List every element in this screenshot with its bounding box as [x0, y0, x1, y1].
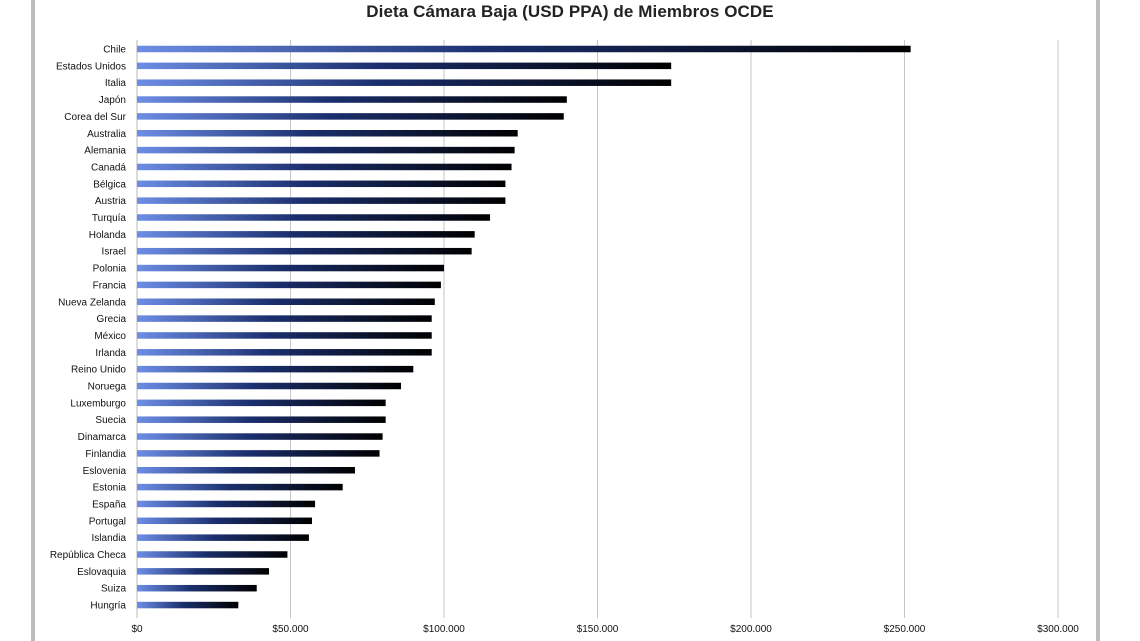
x-tick-label: $250.000 [884, 624, 926, 635]
bar [137, 146, 515, 154]
category-label: Australia [87, 129, 126, 140]
bar [137, 433, 383, 440]
category-label: Austria [95, 196, 127, 207]
category-label: Holanda [89, 230, 127, 241]
bar [137, 96, 567, 103]
category-labels: Chile Estados Unidos Italia Japón Corea del … [50, 45, 127, 612]
category-label: República Checa [50, 550, 127, 561]
category-label: España [92, 499, 126, 510]
bar [137, 214, 491, 221]
bar [137, 568, 270, 575]
category-label: Luxemburgo [70, 398, 126, 409]
bar [137, 349, 432, 356]
category-label: Eslovaquia [77, 567, 126, 578]
category-label: Italia [105, 78, 127, 89]
chart-title: Dieta Cámara Baja (USD PPA) de Miembros … [366, 2, 774, 21]
category-label: Irlanda [95, 348, 126, 359]
bar [137, 298, 435, 305]
x-tick-label: $0 [131, 624, 143, 635]
category-label: Bélgica [93, 179, 126, 190]
x-tick-label: $200.000 [730, 624, 772, 635]
category-label: Nueva Zelanda [58, 297, 126, 308]
x-tick-label: $100.000 [423, 624, 465, 635]
bar [137, 247, 472, 255]
category-label: Suecia [95, 415, 126, 426]
category-label: Polonia [93, 264, 127, 275]
category-label: Noruega [88, 382, 127, 393]
bar [137, 416, 386, 423]
category-label: Eslovenia [83, 466, 127, 477]
bar [137, 517, 312, 525]
category-label: Estados Unidos [56, 61, 126, 72]
gridlines [136, 40, 1059, 618]
bar [137, 483, 343, 491]
frame-right-border [1096, 0, 1100, 641]
bar [137, 365, 414, 373]
category-label: Grecia [97, 314, 127, 325]
bar [137, 450, 380, 457]
bar [137, 382, 402, 390]
bar [137, 163, 512, 171]
category-label: Hungría [90, 601, 126, 612]
bar [137, 130, 518, 137]
bars [137, 45, 911, 609]
bar [137, 315, 432, 322]
bar [137, 584, 257, 592]
bar [137, 500, 316, 508]
category-label: Suiza [101, 584, 126, 595]
category-label: Israel [102, 247, 126, 258]
category-label: Dinamarca [78, 432, 127, 443]
x-axis-ticks: $0 $50.000 $100.000 $150.000 $200.000 $250.00… [131, 624, 1079, 635]
bar [137, 45, 911, 53]
bar [137, 62, 672, 70]
bar [137, 281, 441, 289]
bar [137, 197, 506, 204]
category-label: Portugal [89, 516, 126, 527]
category-label: Japón [99, 95, 126, 106]
category-label: Chile [103, 45, 126, 56]
category-label: Estonia [93, 483, 127, 494]
x-tick-label: $50.000 [272, 624, 309, 635]
bar [137, 180, 506, 188]
category-label: Corea del Sur [64, 112, 126, 123]
bar [137, 332, 432, 339]
bar [137, 399, 386, 407]
x-tick-label: $300.000 [1037, 624, 1079, 635]
category-label: Canadá [91, 162, 126, 173]
category-label: Francia [93, 280, 127, 291]
category-label: Finlandia [85, 449, 126, 460]
bar [137, 264, 444, 272]
bar [137, 534, 309, 541]
bar [137, 551, 288, 558]
bar [137, 231, 475, 238]
category-label: México [94, 331, 126, 342]
bar [137, 79, 672, 86]
bar [137, 467, 355, 474]
bar [137, 601, 239, 609]
category-label: Reino Unido [71, 365, 126, 376]
category-label: Islandia [92, 533, 127, 544]
x-tick-label: $150.000 [577, 624, 619, 635]
category-label: Alemania [84, 146, 126, 157]
category-label: Turquía [92, 213, 127, 224]
bar [137, 113, 564, 120]
frame-left-border [31, 0, 35, 641]
